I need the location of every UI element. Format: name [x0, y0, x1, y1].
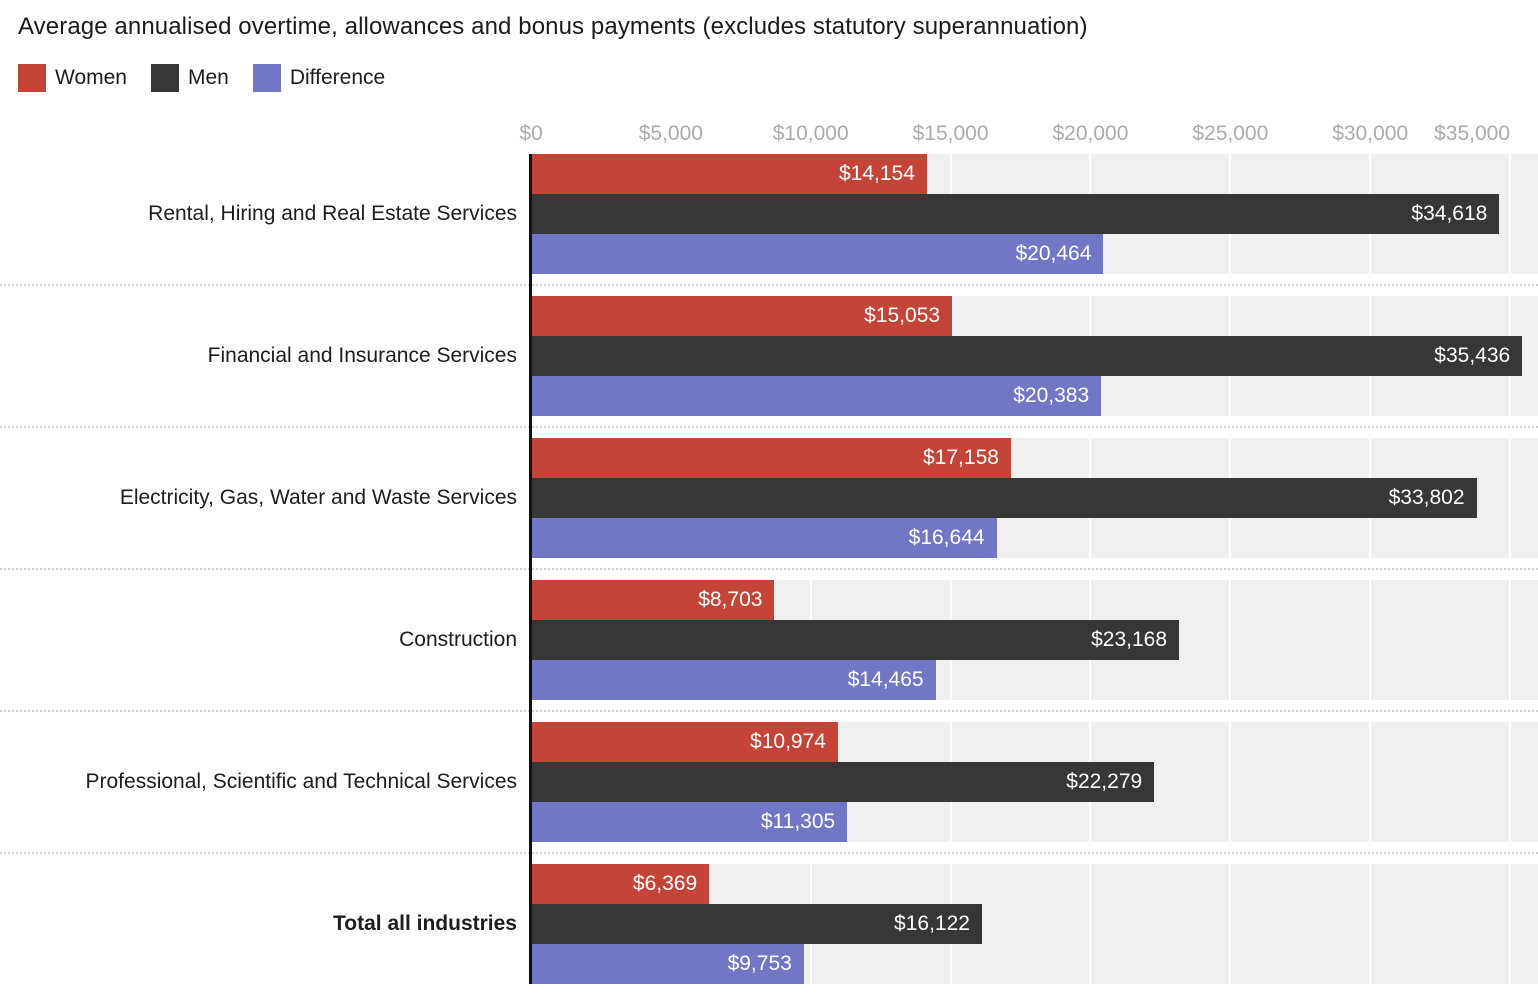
bar-men: $23,168 — [531, 620, 1180, 660]
bar-difference: $16,644 — [531, 518, 997, 558]
bar-value-label: $22,279 — [1066, 770, 1143, 793]
bar-difference: $11,305 — [531, 802, 848, 842]
gridline — [1509, 580, 1512, 700]
gridline — [1089, 864, 1092, 984]
gridline — [1509, 154, 1512, 274]
chart-plot-area: Rental, Hiring and Real Estate Services … — [0, 154, 1538, 984]
row-separator — [0, 558, 1538, 580]
plot-band: $8,703 $23,168 $14,465 — [531, 580, 1538, 700]
bar-men: $33,802 — [531, 478, 1477, 518]
chart-row-electricity-gas-water-waste: Electricity, Gas, Water and Waste Servic… — [0, 438, 1538, 558]
row-separator — [0, 842, 1538, 864]
bar-value-label: $34,618 — [1411, 202, 1488, 225]
bar-value-label: $14,465 — [847, 668, 924, 691]
gridline — [1229, 722, 1232, 842]
bar-value-label: $16,122 — [894, 912, 970, 935]
x-axis: $0 $5,000 $10,000 $15,000 $20,000 $25,00… — [519, 92, 1538, 154]
y-axis-line — [529, 154, 532, 984]
bar-women: $10,974 — [531, 722, 838, 762]
gridline — [1229, 864, 1232, 984]
chart-title: Average annualised overtime, allowances … — [18, 13, 1088, 40]
bar-difference: $20,383 — [531, 376, 1102, 416]
axis-tick: $35,000 — [1434, 122, 1511, 145]
legend-label-women: Women — [55, 66, 127, 89]
axis-tick: $15,000 — [912, 122, 989, 145]
bar-value-label: $23,168 — [1091, 628, 1168, 651]
axis-tick: $0 — [519, 122, 543, 145]
gridline — [1509, 438, 1512, 558]
row-separator — [0, 700, 1538, 722]
bar-value-label: $11,305 — [760, 810, 836, 833]
row-separator — [0, 274, 1538, 296]
chart-row-financial-insurance: Financial and Insurance Services $15,053… — [0, 296, 1538, 416]
category-label: Rental, Hiring and Real Estate Services — [148, 202, 517, 225]
gridline — [1509, 864, 1512, 984]
plot-band: $6,369 $16,122 $9,753 — [531, 864, 1538, 984]
bar-value-label: $15,053 — [864, 304, 941, 327]
category-label: Construction — [399, 628, 517, 651]
gridline — [1509, 722, 1512, 842]
row-separator — [0, 416, 1538, 438]
bar-value-label: $20,464 — [1015, 242, 1092, 265]
axis-tick: $10,000 — [772, 122, 849, 145]
legend-swatch-difference-icon — [252, 64, 281, 92]
legend-swatch-men-icon — [150, 64, 179, 92]
bar-women: $17,158 — [531, 438, 1011, 478]
legend: Women Men Difference — [18, 64, 1538, 92]
gridline — [1229, 580, 1232, 700]
chart-row-rental-hiring-real-estate: Rental, Hiring and Real Estate Services … — [0, 154, 1538, 274]
legend-label-men: Men — [187, 66, 229, 89]
category-label: Professional, Scientific and Technical S… — [85, 770, 518, 793]
axis-tick: $30,000 — [1332, 122, 1409, 145]
axis-tick: $25,000 — [1192, 122, 1269, 145]
bar-difference: $14,465 — [531, 660, 936, 700]
plot-band: $15,053 $35,436 $20,383 — [531, 296, 1538, 416]
chart-row-total-all-industries: Total all industries $6,369 $16,122 $9,7… — [0, 864, 1538, 984]
bar-difference: $9,753 — [531, 944, 804, 984]
legend-swatch-women-icon — [18, 64, 46, 92]
gridline — [1369, 722, 1372, 842]
bar-value-label: $10,974 — [750, 730, 826, 753]
bar-value-label: $6,369 — [632, 872, 698, 895]
gridline — [1369, 580, 1372, 700]
plot-band: $14,154 $34,618 $20,464 — [531, 154, 1538, 274]
bar-value-label: $8,703 — [698, 588, 763, 611]
bar-men: $35,436 — [531, 336, 1523, 376]
legend-item-women: Women — [18, 64, 127, 92]
bar-women: $14,154 — [531, 154, 927, 194]
bar-men: $16,122 — [531, 904, 982, 944]
chart-row-construction: Construction $8,703 $23,168 $14,465 — [0, 580, 1538, 700]
chart-row-professional-scientific-technical: Professional, Scientific and Technical S… — [0, 722, 1538, 842]
legend-label-difference: Difference — [289, 66, 386, 89]
bar-men: $22,279 — [531, 762, 1155, 802]
bar-difference: $20,464 — [531, 234, 1104, 274]
legend-item-men: Men — [150, 64, 229, 92]
bar-men: $34,618 — [531, 194, 1500, 234]
bar-value-label: $33,802 — [1388, 486, 1465, 509]
bar-women: $6,369 — [531, 864, 710, 904]
bar-value-label: $17,158 — [923, 446, 999, 469]
category-label: Financial and Insurance Services — [207, 344, 517, 367]
bar-women: $15,053 — [531, 296, 953, 336]
gridline — [1369, 864, 1372, 984]
legend-item-difference: Difference — [252, 64, 386, 92]
bar-value-label: $14,154 — [838, 162, 915, 185]
category-label: Electricity, Gas, Water and Waste Servic… — [119, 486, 517, 509]
plot-band: $17,158 $33,802 $16,644 — [531, 438, 1538, 558]
bar-value-label: $35,436 — [1434, 344, 1511, 367]
plot-band: $10,974 $22,279 $11,305 — [531, 722, 1538, 842]
bar-value-label: $20,383 — [1013, 384, 1090, 407]
bar-value-label: $9,753 — [727, 952, 792, 975]
axis-tick: $20,000 — [1052, 122, 1129, 145]
bar-value-label: $16,644 — [908, 526, 985, 549]
bar-women: $8,703 — [531, 580, 775, 620]
axis-tick: $5,000 — [638, 122, 703, 145]
category-label: Total all industries — [333, 912, 517, 935]
